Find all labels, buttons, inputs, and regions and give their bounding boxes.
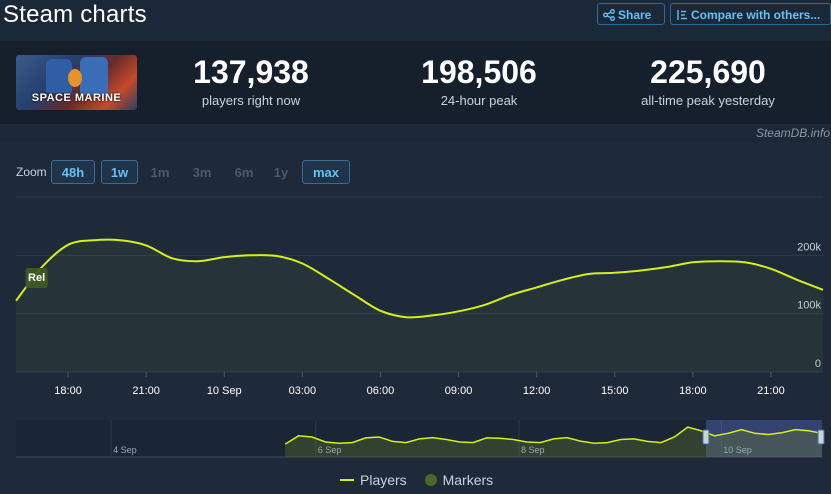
compare-label: Compare with others... [691,8,821,22]
x-tick-label: 06:00 [367,385,395,397]
game-thumbnail[interactable]: SPACE MARINE [16,55,137,110]
chart-legend: Players Markers [340,472,507,488]
zoom-3m-button[interactable]: 3m [192,165,212,180]
navigator-handle-right[interactable] [817,429,825,445]
stat-label: players right now [201,93,301,108]
x-tick-label: 03:00 [289,385,317,397]
x-tick-label: 18:00 [679,385,707,397]
compare-button[interactable]: Compare with others... [670,3,831,25]
zoom-max-button[interactable]: max [302,160,350,184]
stat-label: all-time peak yesterday [641,93,775,108]
thumbnail-fire [68,69,82,87]
x-tick-label: 12:00 [523,385,551,397]
legend-markers[interactable]: Markers [424,472,494,488]
zoom-1m-button[interactable]: 1m [150,165,170,180]
stat-value: 198,506 [421,54,537,90]
players-area [16,239,823,372]
markers-dot-swatch [424,474,437,486]
x-tick-label: 18:00 [54,385,82,397]
release-marker[interactable] [25,268,48,288]
x-tick-label: 09:00 [445,385,473,397]
navigator-handle-left[interactable] [702,429,710,445]
zoom-1w-button[interactable]: 1w [101,160,138,184]
stat-value: 225,690 [650,54,766,90]
y-tick-label: 0 [815,358,821,370]
navigator-date-label: 10 Sep [723,445,752,455]
compare-icon [676,6,688,20]
stat-24h-peak: 198,506 24-hour peak [400,54,558,108]
zoom-label: Zoom [16,165,47,179]
thumbnail-figure-right [80,57,108,95]
navigator-line [284,426,823,445]
legend-players-label: Players [360,472,407,488]
page-title: Steam charts [3,1,147,28]
navigator-date-label: 6 Sep [318,445,342,455]
navigator-date-label: 4 Sep [113,445,137,455]
navigator-selection[interactable] [705,420,822,457]
thumbnail-figure-left [46,59,72,93]
stats-panel: SPACE MARINE 137,938 players right now 1… [0,41,831,124]
players-line-swatch [340,479,354,481]
stat-label: 24-hour peak [440,93,518,108]
x-tick-label: 15:00 [601,385,629,397]
header: Steam charts Share Compare with others..… [0,0,831,38]
stat-all-time-peak: 225,690 all-time peak yesterday [623,54,793,108]
legend-markers-label: Markers [442,472,494,488]
share-button[interactable]: Share [597,3,665,25]
players-line[interactable] [15,238,824,319]
game-logo-text: SPACE MARINE [31,92,122,104]
zoom-1y-button[interactable]: 1y [273,165,289,180]
share-icon [603,6,615,21]
zoom-6m-button[interactable]: 6m [234,165,254,180]
legend-players[interactable]: Players [340,472,407,488]
release-marker-label: Rel [28,272,45,284]
steamdb-credit[interactable]: SteamDB.info [755,126,830,140]
y-tick-label: 200k [797,241,821,253]
navigator-area [285,427,822,457]
x-tick-label: 21:00 [757,385,785,397]
x-tick-label: 10 Sep [207,385,242,397]
stat-current-players: 137,938 players right now [173,54,329,108]
stat-value: 137,938 [193,54,309,90]
x-tick-label: 21:00 [132,385,160,397]
zoom-48h-button[interactable]: 48h [51,160,95,184]
share-label: Share [618,8,652,22]
y-tick-label: 100k [797,300,821,312]
navigator-date-label: 8 Sep [521,445,545,455]
